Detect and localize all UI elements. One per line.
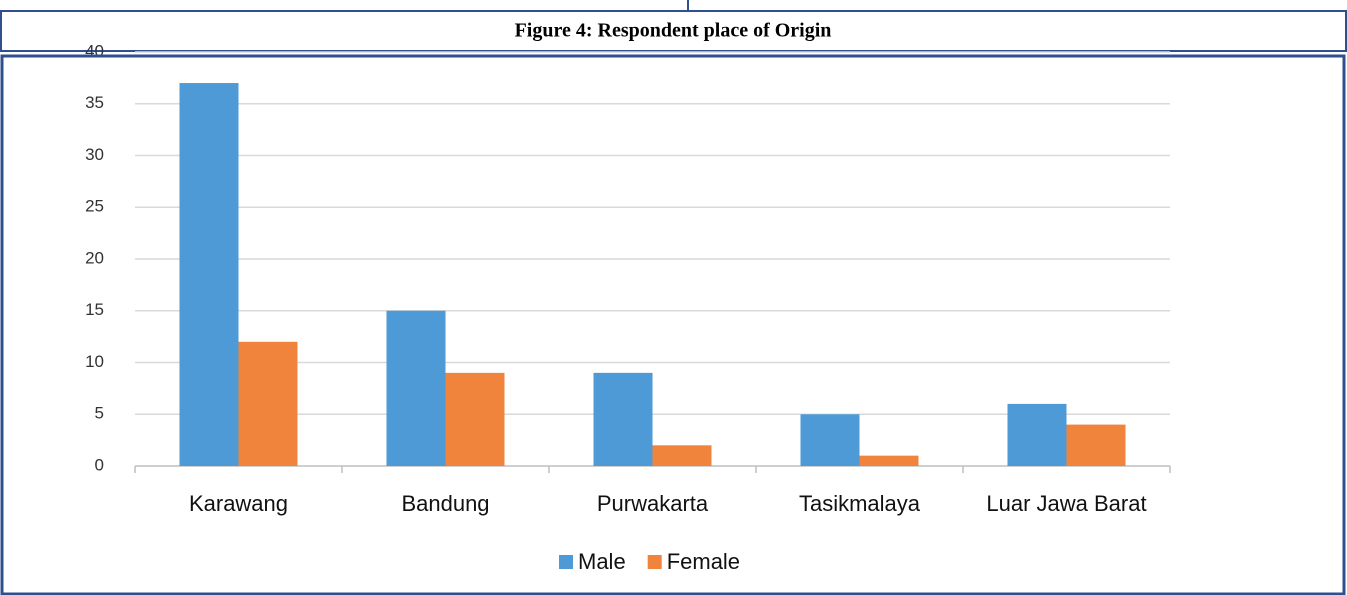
chart-title: Figure 4: Respondent place of Origin: [515, 20, 832, 42]
legend-label: Female: [667, 549, 740, 574]
bar: [1066, 424, 1126, 466]
y-tick-label: 40: [85, 41, 104, 60]
x-tick-label: Karawang: [189, 491, 288, 516]
title-cell: [0, 10, 1347, 52]
bar: [1007, 403, 1067, 466]
bar: [652, 445, 712, 466]
legend-swatch: [647, 555, 662, 569]
x-tick-label: Tasikmalaya: [799, 491, 921, 516]
bar: [386, 310, 446, 466]
bar: [445, 372, 505, 466]
y-tick-label: 20: [85, 248, 104, 267]
bar: [593, 372, 653, 466]
y-tick-label: 10: [85, 352, 104, 371]
bar: [800, 414, 860, 466]
y-tick-label: 30: [85, 145, 104, 164]
y-tick-label: 25: [85, 197, 104, 216]
x-tick-label: Purwakarta: [597, 491, 709, 516]
y-tick-label: 5: [95, 404, 104, 423]
chart-frame: [0, 54, 1346, 595]
bar: [859, 455, 919, 466]
x-tick-label: Luar Jawa Barat: [986, 491, 1146, 516]
legend-label: Male: [578, 549, 626, 574]
bar: [179, 83, 239, 467]
y-tick-label: 15: [85, 300, 104, 319]
legend-swatch: [559, 555, 573, 569]
bar: [238, 341, 298, 466]
x-tick-label: Bandung: [401, 491, 489, 516]
y-tick-label: 35: [85, 93, 104, 112]
plot: 0 5 10 15 20 25 30 35 40 Karawang Bandung Purwakart…: [85, 41, 1171, 574]
y-tick-label: 0: [95, 455, 104, 474]
